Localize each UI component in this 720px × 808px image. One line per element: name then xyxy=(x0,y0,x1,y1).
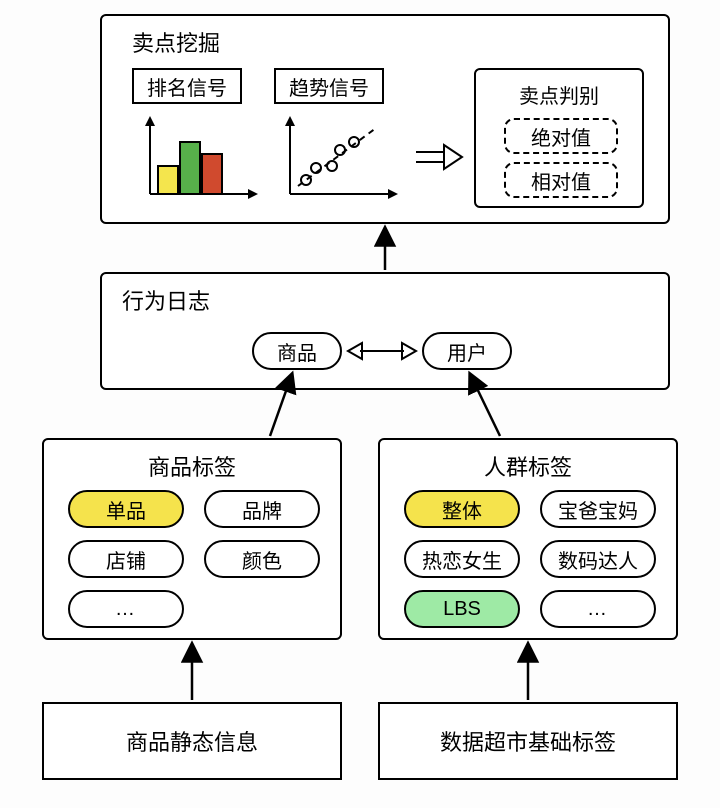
behavior-title: 行为日志 xyxy=(122,284,210,316)
judge-rel-label: 相对值 xyxy=(531,166,591,195)
product-tags-title: 商品标签 xyxy=(44,450,340,482)
crowd-tag-1-label: 宝爸宝妈 xyxy=(558,495,638,524)
source-left-label: 商品静态信息 xyxy=(126,725,258,757)
crowd-tag-5-label: … xyxy=(587,598,609,621)
ranking-label-box: 排名信号 xyxy=(132,68,242,104)
judge-group: 卖点判别 绝对值 相对值 xyxy=(474,68,644,208)
judge-abs-label: 绝对值 xyxy=(531,122,591,151)
crowd-tag-1: 宝爸宝妈 xyxy=(540,490,656,528)
double-arrow-icon xyxy=(346,336,418,366)
crowd-tag-4-label: LBS xyxy=(443,598,481,621)
judge-title: 卖点判别 xyxy=(476,80,642,109)
product-tag-1-label: 品牌 xyxy=(242,495,282,524)
behavior-panel: 行为日志 商品 用户 xyxy=(100,272,670,390)
source-right: 数据超市基础标签 xyxy=(378,702,678,780)
mining-panel: 卖点挖掘 排名信号 趋势信号 xyxy=(100,14,670,224)
diagram-canvas: 卖点挖掘 排名信号 趋势信号 xyxy=(0,0,720,808)
trend-label: 趋势信号 xyxy=(289,72,369,101)
ranking-label: 排名信号 xyxy=(147,72,227,101)
behavior-left-pill: 商品 xyxy=(252,332,342,370)
behavior-right-pill: 用户 xyxy=(422,332,512,370)
mining-title: 卖点挖掘 xyxy=(132,26,220,58)
behavior-right-label: 用户 xyxy=(447,337,487,366)
crowd-tag-4: LBS xyxy=(404,590,520,628)
product-tag-3: 颜色 xyxy=(204,540,320,578)
crowd-tag-5: … xyxy=(540,590,656,628)
behavior-left-label: 商品 xyxy=(277,337,317,366)
judge-rel: 相对值 xyxy=(504,162,618,198)
crowd-tag-2-label: 热恋女生 xyxy=(422,545,502,574)
crowd-tag-3: 数码达人 xyxy=(540,540,656,578)
product-tag-1: 品牌 xyxy=(204,490,320,528)
product-tag-4: … xyxy=(68,590,184,628)
trend-chart-icon xyxy=(272,112,412,212)
crowd-tag-0-label: 整体 xyxy=(442,495,482,524)
crowd-tags-panel: 人群标签 整体 宝爸宝妈 热恋女生 数码达人 LBS … xyxy=(378,438,678,640)
product-tag-3-label: 颜色 xyxy=(242,545,282,574)
ranking-chart-icon xyxy=(132,112,272,212)
crowd-tag-0: 整体 xyxy=(404,490,520,528)
product-tag-2: 店铺 xyxy=(68,540,184,578)
product-tag-0: 单品 xyxy=(68,490,184,528)
product-tags-panel: 商品标签 单品 品牌 店铺 颜色 … xyxy=(42,438,342,640)
crowd-tag-2: 热恋女生 xyxy=(404,540,520,578)
judge-abs: 绝对值 xyxy=(504,118,618,154)
product-tag-2-label: 店铺 xyxy=(106,545,146,574)
product-tag-0-label: 单品 xyxy=(106,495,146,524)
arrow-to-judge-icon xyxy=(414,142,464,172)
source-right-label: 数据超市基础标签 xyxy=(440,725,616,757)
crowd-tags-title: 人群标签 xyxy=(380,450,676,482)
trend-label-box: 趋势信号 xyxy=(274,68,384,104)
crowd-tag-3-label: 数码达人 xyxy=(558,545,638,574)
source-left: 商品静态信息 xyxy=(42,702,342,780)
product-tag-4-label: … xyxy=(115,598,137,621)
